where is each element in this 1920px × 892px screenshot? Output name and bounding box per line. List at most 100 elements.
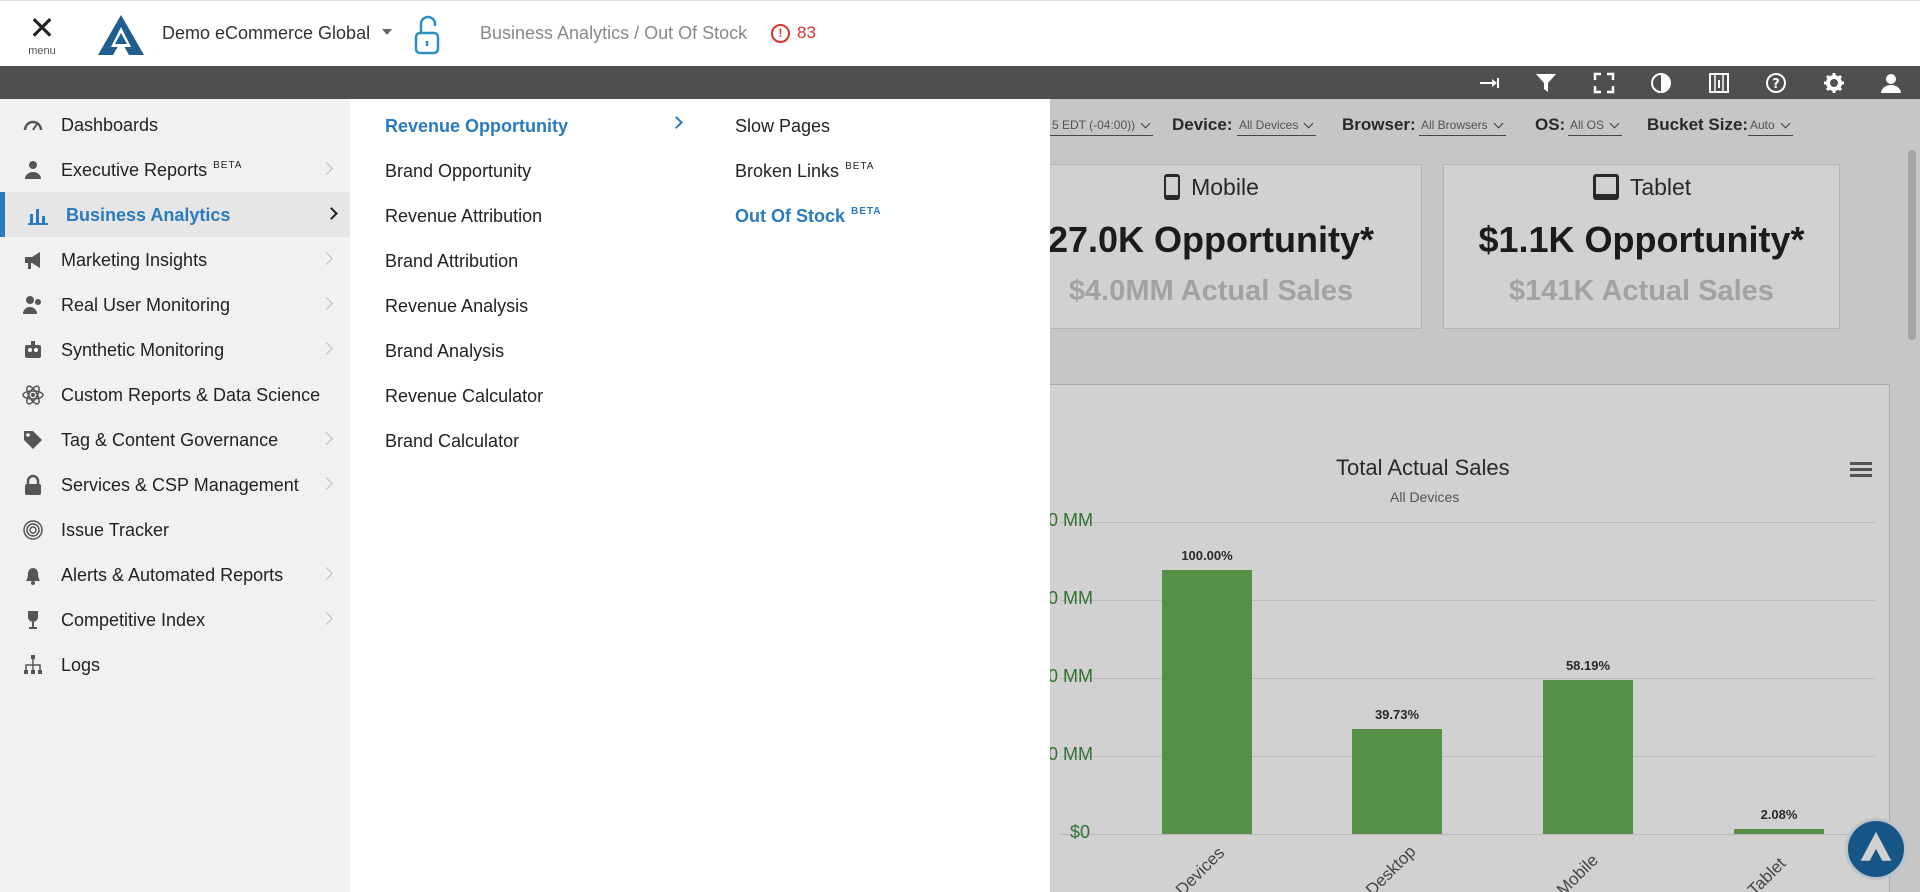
device-filter-label: Device: bbox=[1172, 115, 1233, 134]
assistant-logo-button[interactable] bbox=[1845, 818, 1907, 880]
chevron-right-icon bbox=[320, 342, 333, 355]
nav-item-label: Synthetic Monitoring bbox=[61, 340, 225, 360]
close-icon: ✕ bbox=[28, 10, 56, 46]
gear-icon[interactable] bbox=[1823, 72, 1845, 94]
nav-item-label: Business Analytics bbox=[66, 205, 231, 225]
submenu-item-slow-pages[interactable]: Slow Pages bbox=[735, 116, 831, 136]
breadcrumb: Business Analytics / Out Of Stock bbox=[480, 23, 748, 43]
os-filter-label: OS: bbox=[1535, 115, 1566, 134]
chevron-right-icon bbox=[670, 116, 683, 129]
chart-bar[interactable] bbox=[1352, 729, 1442, 834]
company-logo[interactable] bbox=[98, 15, 144, 55]
nav-item-executive-reports[interactable]: Executive Reports BETA bbox=[0, 147, 350, 192]
bucket-size-select[interactable]: Auto bbox=[1748, 115, 1793, 136]
chart-gridline bbox=[1060, 834, 1875, 835]
fingerprint-icon bbox=[23, 520, 43, 540]
mobile-actual-sales: $4.0MM Actual Sales bbox=[1068, 275, 1354, 307]
org-dropdown-caret-icon[interactable] bbox=[382, 29, 392, 35]
submenu-item-brand-opportunity[interactable]: Brand Opportunity bbox=[385, 161, 532, 181]
submenu-item-brand-analysis[interactable]: Brand Analysis bbox=[385, 341, 505, 361]
nav-item-marketing-insights[interactable]: Marketing Insights bbox=[0, 237, 350, 282]
chart-y-tick-label: 0 MM bbox=[1048, 666, 1093, 686]
browser-filter-label: Browser: bbox=[1342, 115, 1416, 134]
bell-icon bbox=[26, 568, 40, 585]
nav-item-dashboards[interactable]: Dashboards bbox=[0, 102, 350, 147]
chart-y-tick-label: 0 MM bbox=[1048, 510, 1093, 530]
timezone-select[interactable]: 5 EDT (-04:00)) bbox=[1050, 115, 1154, 136]
nav-item-label: Dashboards bbox=[61, 115, 159, 135]
chevron-right-icon bbox=[320, 252, 333, 265]
contrast-icon[interactable] bbox=[1650, 72, 1672, 94]
filmstrip-icon[interactable] bbox=[1708, 72, 1730, 94]
fullscreen-icon[interactable] bbox=[1593, 72, 1615, 94]
chevron-right-icon bbox=[320, 567, 333, 580]
nav-item-issue-tracker[interactable]: Issue Tracker bbox=[0, 507, 350, 552]
filter-icon[interactable] bbox=[1535, 72, 1557, 94]
lock-icon bbox=[25, 474, 41, 495]
chart-y-tick-label: 0 MM bbox=[1048, 744, 1093, 764]
submenu-item-brand-attribution[interactable]: Brand Attribution bbox=[385, 251, 519, 271]
submenu-item-revenue-attribution[interactable]: Revenue Attribution bbox=[385, 206, 543, 226]
nav-item-label: Tag & Content Governance bbox=[61, 430, 279, 450]
primary-nav: Dashboards Executive Reports BETA Business … bbox=[0, 99, 350, 892]
page-scrollbar[interactable] bbox=[1908, 150, 1916, 340]
help-icon[interactable]: ? bbox=[1765, 72, 1787, 94]
submenu-item-brand-calculator[interactable]: Brand Calculator bbox=[385, 431, 520, 451]
org-name: Demo eCommerce Global bbox=[162, 23, 371, 43]
chart-y-tick-label: $0 bbox=[1070, 822, 1091, 842]
chart-title: Total Actual Sales bbox=[1336, 455, 1510, 480]
nav-item-logs[interactable]: Logs bbox=[0, 642, 350, 687]
mobile-card-title: Mobile bbox=[1191, 173, 1259, 200]
tablet-opportunity: $1.1K Opportunity* bbox=[1478, 219, 1805, 260]
nav-item-real-user-monitoring[interactable]: Real User Monitoring bbox=[0, 282, 350, 327]
chart-data-label: 2.08% bbox=[1760, 806, 1798, 822]
nav-item-custom-reports-data-science[interactable]: Custom Reports & Data Science bbox=[0, 372, 350, 417]
chart-data-label: 39.73% bbox=[1374, 707, 1420, 723]
user-icon[interactable] bbox=[1880, 72, 1902, 94]
beta-badge: BETA bbox=[851, 206, 882, 217]
nav-item-tag-content-governance[interactable]: Tag & Content Governance bbox=[0, 417, 350, 462]
chevron-right-icon bbox=[320, 432, 333, 445]
chevron-right-icon bbox=[320, 297, 333, 310]
chart-data-label: 58.19% bbox=[1565, 658, 1611, 674]
alert-count: 83 bbox=[797, 23, 816, 42]
chart-bar[interactable] bbox=[1543, 680, 1633, 834]
chart-bar[interactable] bbox=[1734, 828, 1824, 834]
nav-item-business-analytics[interactable]: Business Analytics bbox=[0, 192, 350, 237]
robot-icon bbox=[25, 341, 41, 358]
collapse-arrow-icon[interactable] bbox=[1478, 72, 1500, 94]
navigation-menu: Dashboards Executive Reports BETA Business … bbox=[0, 99, 1050, 892]
submenu-item-revenue-calculator[interactable]: Revenue Calculator bbox=[385, 386, 544, 406]
nav-item-services-csp-management[interactable]: Services & CSP Management bbox=[0, 462, 350, 507]
bar-chart-icon bbox=[28, 209, 48, 225]
chevron-right-icon bbox=[320, 612, 333, 625]
mobile-opportunity: 27.0K Opportunity* bbox=[1047, 219, 1375, 260]
speedometer-icon bbox=[23, 120, 43, 131]
nav-item-label: Marketing Insights bbox=[61, 250, 208, 270]
submenu-item-broken-links[interactable]: Broken Links BETA bbox=[735, 161, 875, 181]
chevron-right-icon bbox=[320, 162, 333, 175]
users-icon bbox=[23, 296, 41, 314]
trophy-icon bbox=[28, 611, 38, 629]
submenu-item-out-of-stock[interactable]: Out Of Stock BETA bbox=[735, 206, 882, 226]
nav-item-label: Alerts & Automated Reports bbox=[61, 565, 284, 585]
submenu-item-revenue-opportunity[interactable]: Revenue Opportunity bbox=[385, 116, 569, 136]
device-select[interactable]: All Devices bbox=[1237, 115, 1317, 136]
unlocked-lock-icon[interactable] bbox=[412, 13, 442, 57]
chart-menu-button[interactable] bbox=[1850, 462, 1872, 480]
atom-icon bbox=[22, 385, 44, 405]
os-select[interactable]: All OS bbox=[1568, 115, 1623, 136]
browser-select[interactable]: All Browsers bbox=[1419, 115, 1506, 136]
chart-gridline bbox=[1060, 756, 1875, 757]
close-menu-button[interactable]: ✕ menu bbox=[22, 10, 62, 61]
alert-badge[interactable]: ! 83 bbox=[771, 23, 816, 43]
chart-gridline bbox=[1060, 522, 1875, 523]
chart-bar[interactable] bbox=[1162, 570, 1252, 834]
nav-item-competitive-index[interactable]: Competitive Index bbox=[0, 597, 350, 642]
submenu-item-revenue-analysis[interactable]: Revenue Analysis bbox=[385, 296, 529, 316]
nav-item-synthetic-monitoring[interactable]: Synthetic Monitoring bbox=[0, 327, 350, 372]
nav-item-label: Real User Monitoring bbox=[61, 295, 231, 315]
chart-panel bbox=[1000, 384, 1890, 892]
nav-item-label: Logs bbox=[61, 655, 101, 675]
nav-item-alerts-automated-reports[interactable]: Alerts & Automated Reports bbox=[0, 552, 350, 597]
